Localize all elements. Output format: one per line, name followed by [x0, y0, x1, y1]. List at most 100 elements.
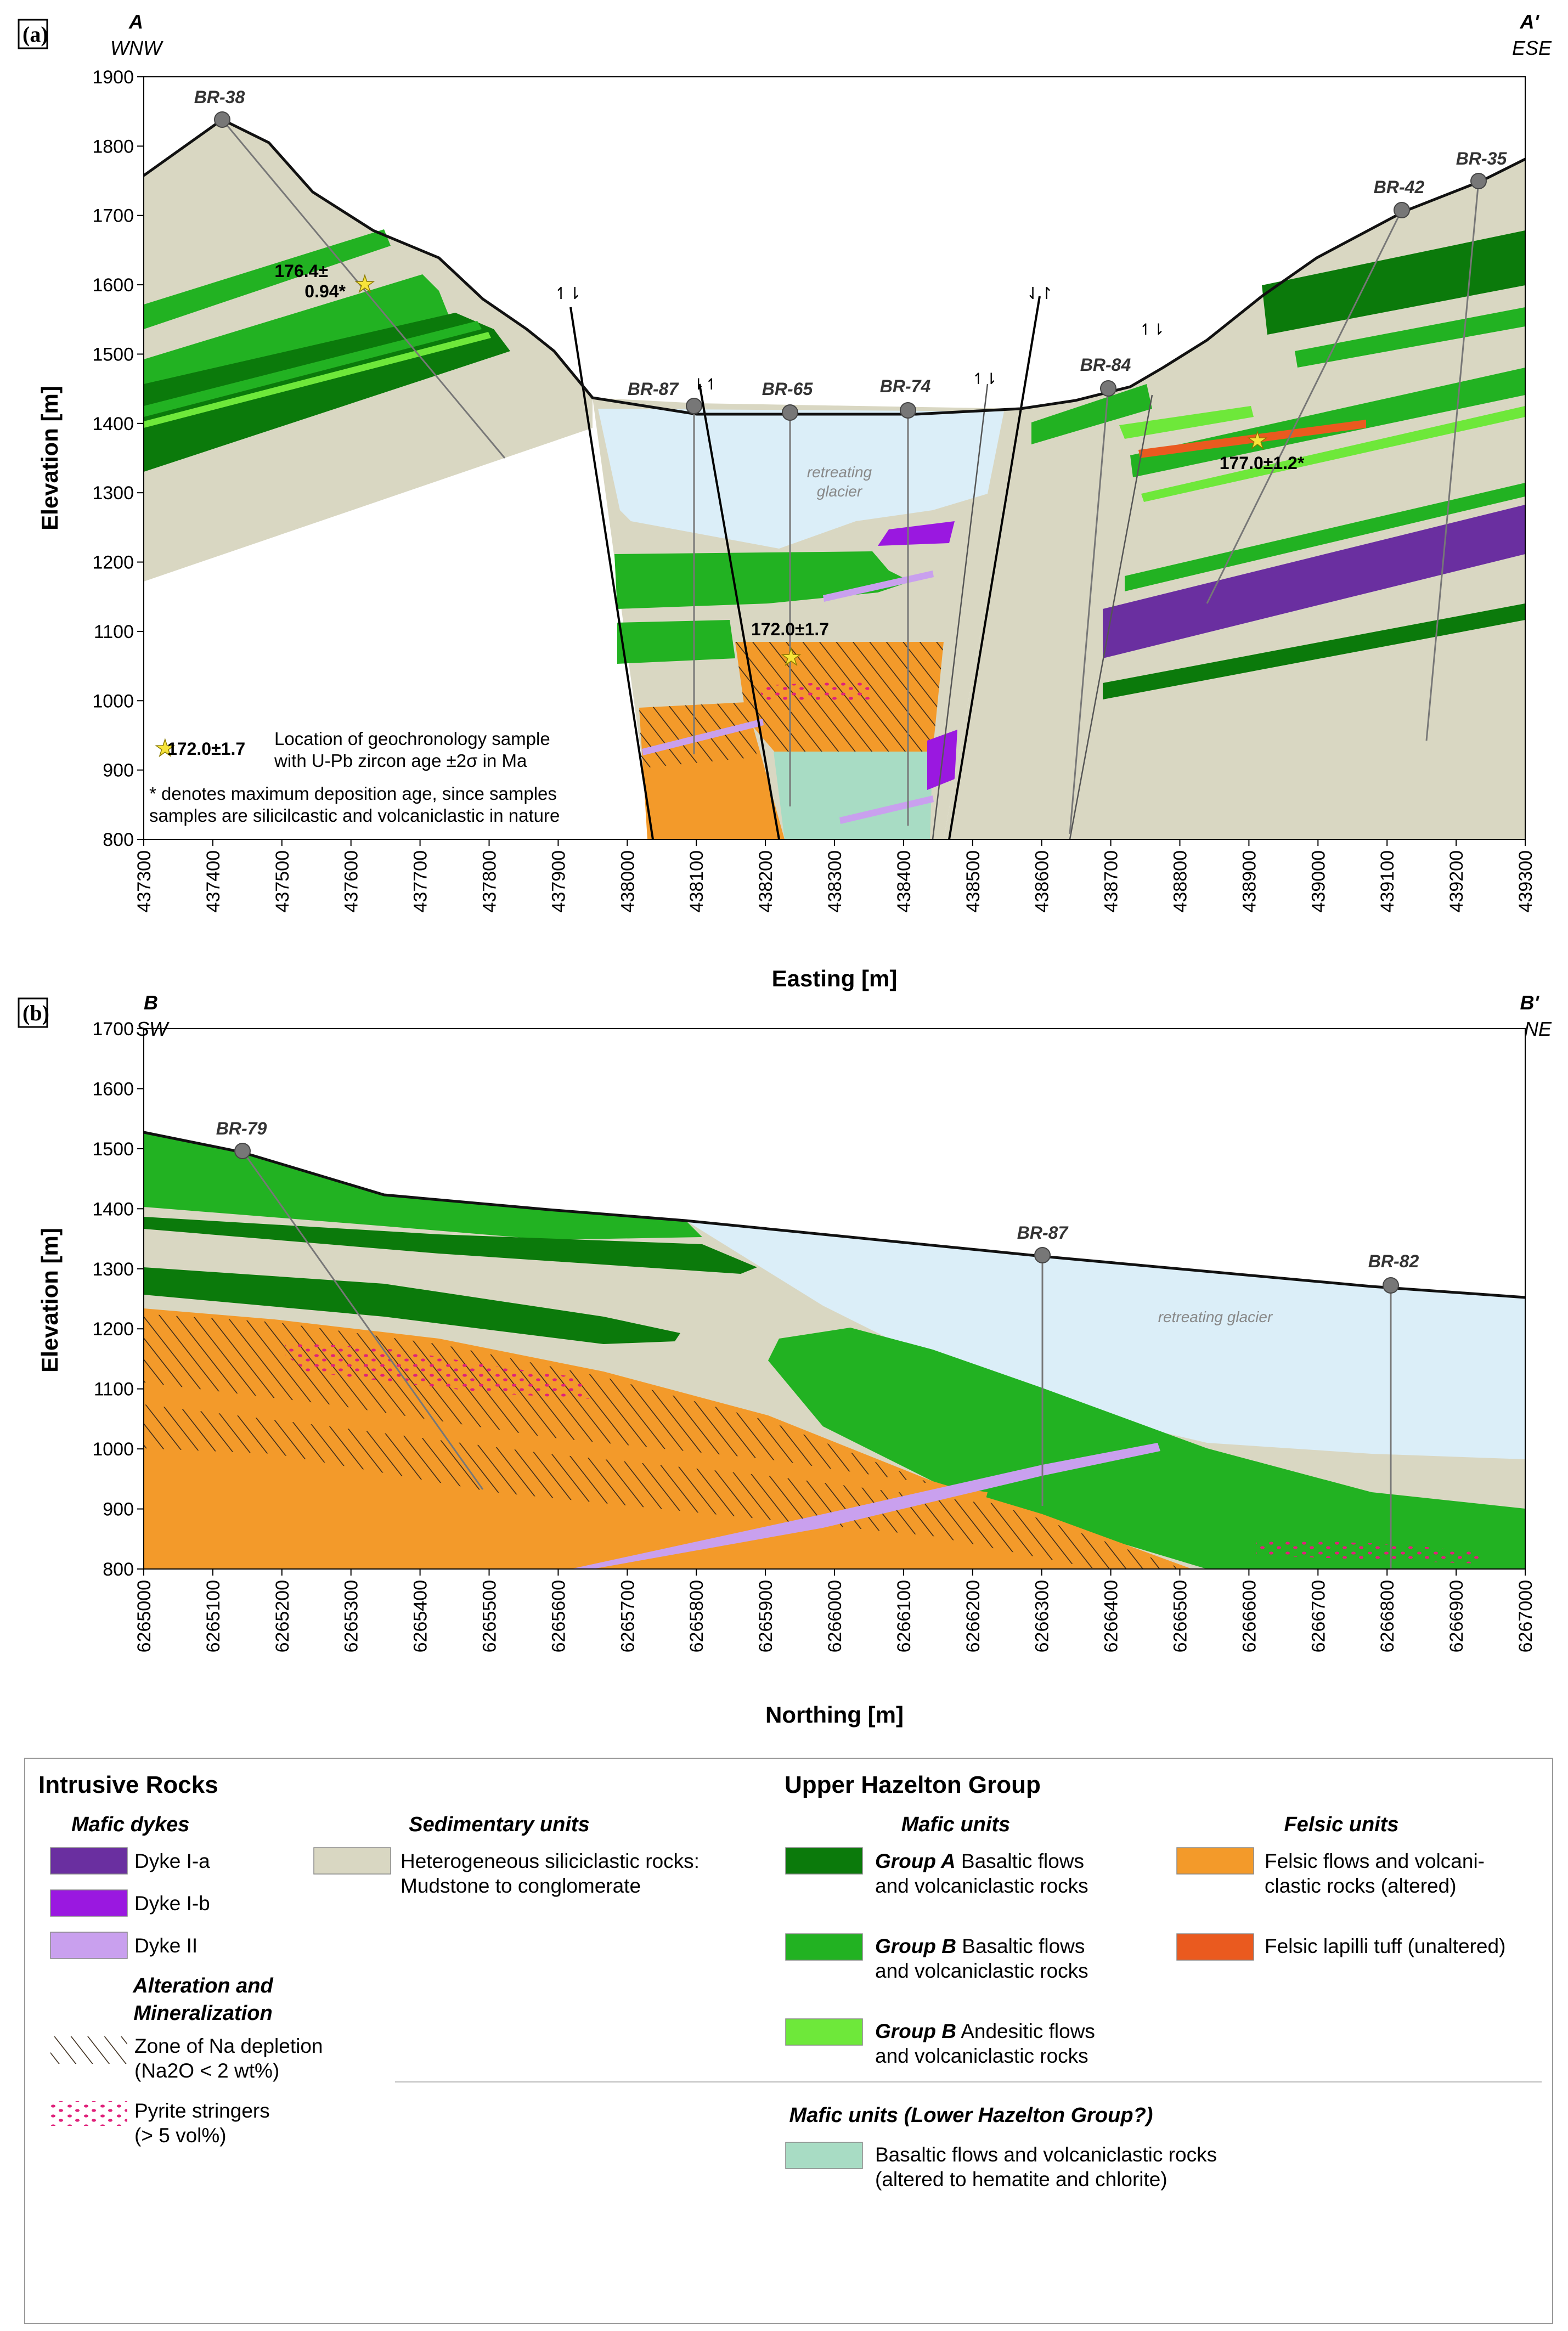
note-line: with U-Pb zircon age ±2σ in Ma: [274, 750, 527, 771]
section-dir-wnw: WNW: [110, 37, 163, 59]
legend-swatch-sediment: [313, 1847, 391, 1875]
section-end-b: B: [144, 991, 158, 1014]
section-end-a-prime: A': [1519, 10, 1539, 33]
x-tick-label: 6265000: [134, 1580, 155, 1652]
fault-movement-arrow: ↿⇂: [554, 285, 582, 303]
legend-label-lower-mafic: (altered to hematite and chlorite): [875, 2168, 1167, 2191]
y-tick-label: 1900: [92, 67, 134, 88]
legend-label-felsic-flows: Felsic flows and volcani-: [1265, 1850, 1485, 1872]
y-tick-label: 1100: [94, 1379, 134, 1400]
topography-line-b: [143, 1131, 1526, 1299]
panel-b: (b) B SW B' NE: [18, 991, 1552, 1728]
x-tick-label: 6266100: [894, 1580, 915, 1652]
x-tick-label: 6266200: [963, 1580, 984, 1652]
x-tick-label: 6265800: [686, 1580, 707, 1652]
note-age-example: 172.0±1.7: [167, 739, 245, 759]
y-tick-label: 1600: [92, 275, 134, 296]
y-tick-label: 1700: [92, 1019, 134, 1040]
borehole-collar: [1470, 173, 1487, 189]
legend-subheading-mafic-dykes: Mafic dykes: [71, 1813, 189, 1836]
borehole-label: BR-65: [762, 379, 814, 399]
legend-subheading-sedimentary: Sedimentary units: [409, 1813, 589, 1836]
borehole-collar: [214, 111, 230, 128]
glacier-label: glacier: [817, 483, 863, 500]
legend-swatch-dyke-1b: [50, 1889, 128, 1917]
x-tick-label: 6265200: [272, 1580, 293, 1652]
borehole-label: BR-79: [216, 1119, 267, 1138]
legend-swatch-pyrite: [50, 2101, 127, 2126]
y-axis-title-a: Elevation [m]: [37, 386, 63, 530]
x-tick-label: 438300: [825, 850, 845, 912]
x-tick-label: 437900: [548, 850, 569, 912]
x-tick-label: 6266800: [1377, 1580, 1398, 1652]
legend-label-felsic-flows: clastic rocks (altered): [1265, 1875, 1457, 1897]
legend-label-dyke-2: Dyke II: [134, 1934, 198, 1957]
x-tick-label: 6266700: [1308, 1580, 1329, 1652]
legend-label-group-b-andesitic: and volcaniclastic rocks: [875, 2045, 1088, 2067]
x-tick-label: 6266500: [1170, 1580, 1191, 1652]
borehole-collar: [900, 402, 916, 419]
x-tick-label: 437400: [203, 850, 224, 912]
legend: Intrusive Rocks Mafic dykes Dyke I-a Dyk…: [24, 1758, 1553, 2324]
legend-swatch-dyke-2: [50, 1932, 128, 1959]
legend-heading-intrusive: Intrusive Rocks: [38, 1771, 218, 1798]
borehole-label: BR-87: [628, 379, 680, 399]
legend-swatch-felsic-flows: [1176, 1847, 1254, 1875]
x-tick-label: 6267000: [1515, 1580, 1536, 1652]
x-tick-label: 6266400: [1101, 1580, 1122, 1652]
y-tick-label: 800: [103, 829, 134, 850]
y-tick-label: 1500: [92, 344, 134, 365]
age-label: 172.0±1.7: [751, 619, 829, 639]
borehole-label: BR-35: [1456, 149, 1508, 168]
fault-movement-arrow: ⇃↾: [1026, 285, 1053, 303]
x-tick-label: 437300: [134, 850, 155, 912]
x-tick-label: 6265900: [755, 1580, 776, 1652]
age-label: 176.4±: [274, 261, 328, 281]
x-axis-b: 6265000 6265100 6265200 6265300 6265400 62655…: [134, 1569, 1536, 1652]
x-tick-label: 438700: [1101, 850, 1122, 912]
borehole-label: BR-87: [1017, 1223, 1069, 1243]
x-tick-label: 437500: [272, 850, 293, 912]
panel-a: (a) A WNW A' ESE: [18, 10, 1552, 991]
legend-label-dyke-1a: Dyke I-a: [134, 1850, 210, 1872]
y-axis-b: 1700 1600 1500 1400 1300 1200 1100 1000 900 800: [92, 1019, 144, 1580]
x-tick-label: 439200: [1446, 850, 1467, 912]
y-tick-label: 1800: [92, 136, 134, 157]
legend-subheading-alteration: Mineralization: [133, 2002, 272, 2025]
panel-b-geology: [144, 1132, 1525, 1569]
legend-subheading-felsic-units: Felsic units: [1284, 1813, 1398, 1836]
y-axis-title-b: Elevation [m]: [37, 1228, 63, 1373]
y-tick-label: 1600: [92, 1079, 134, 1099]
legend-swatch-dyke-1a: [50, 1847, 128, 1875]
panel-a-geology: [144, 120, 1525, 839]
x-tick-label: 439000: [1308, 850, 1329, 912]
x-tick-label: 439300: [1515, 850, 1536, 912]
x-axis-a: 437300 437400 437500 437600 437700 437800 4379…: [134, 839, 1536, 912]
x-tick-label: 439100: [1377, 850, 1398, 912]
fault-movement-arrow: ⇂↿: [692, 376, 718, 393]
x-tick-label: 438900: [1239, 850, 1260, 912]
x-tick-label: 6265300: [341, 1580, 362, 1652]
boreholes-b: BR-79 BR-87 BR-82: [216, 1119, 1419, 1569]
legend-label-pyrite: (> 5 vol%): [134, 2124, 227, 2147]
fault-movement-arrow: ↿⇂: [972, 370, 998, 387]
legend-label-lower-mafic: Basaltic flows and volcaniclastic rocks: [875, 2143, 1217, 2166]
y-tick-label: 1400: [92, 414, 134, 434]
x-tick-label: 6265400: [410, 1580, 431, 1652]
x-tick-label: 438100: [686, 850, 707, 912]
borehole-collar: [686, 398, 702, 414]
borehole-label: BR-82: [1368, 1251, 1419, 1271]
y-tick-label: 1000: [92, 1439, 134, 1460]
x-axis-title-b: Northing [m]: [765, 1702, 904, 1728]
panel-a-label: (a): [22, 22, 48, 47]
legend-label-na-depletion: Zone of Na depletion: [134, 2035, 323, 2057]
legend-label-sediment: Heterogeneous siliciclastic rocks:: [401, 1850, 700, 1872]
x-tick-label: 6265700: [617, 1580, 638, 1652]
y-tick-label: 1300: [92, 483, 134, 504]
panel-b-label-box: [18, 997, 48, 1028]
panel-b-label: (b): [22, 1001, 49, 1025]
borehole-label: BR-74: [880, 376, 931, 396]
x-tick-label: 6265600: [548, 1580, 569, 1652]
legend-subheading-mafic-units: Mafic units: [901, 1813, 1010, 1836]
x-tick-label: 437700: [410, 850, 431, 912]
